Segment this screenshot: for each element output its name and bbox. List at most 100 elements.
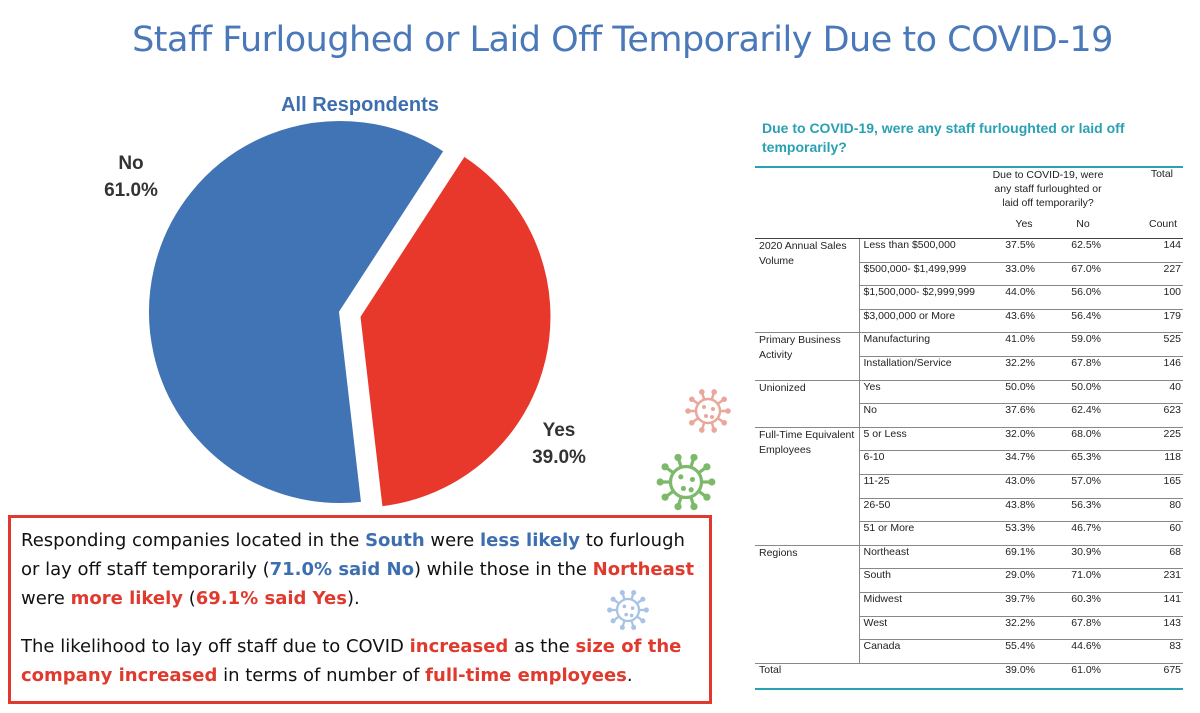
row-label: 5 or Less: [858, 426, 981, 452]
callout-text: The likelihood to lay off staff due to C…: [21, 636, 410, 657]
table-row: Installation/Service 32.2% 67.8% 146: [755, 356, 1184, 381]
table-row: Primary Business Activity Manufacturing 41…: [755, 332, 1184, 381]
highlight-text: 71.0% said No: [269, 559, 414, 580]
cell-no-pct: 56.3%: [1051, 498, 1116, 523]
cell-no-pct: 67.8%: [1051, 616, 1116, 641]
group-label: Full-Time Equivalent Employees: [755, 426, 859, 546]
cell-count: 525: [1115, 332, 1184, 357]
cell-yes-pct: 44.0%: [981, 285, 1051, 310]
row-label: Installation/Service: [858, 356, 981, 381]
table-row: $500,000- $1,499,999 33.0% 67.0% 227: [755, 262, 1184, 287]
cell-no-pct: 59.0%: [1051, 332, 1116, 357]
row-label: 11-25: [858, 474, 981, 499]
table-row: Midwest 39.7% 60.3% 141: [755, 592, 1184, 617]
callout-text: as the: [508, 636, 576, 657]
table-question: Due to COVID-19, were any staff furlough…: [762, 120, 1125, 155]
group-label: Regions: [755, 544, 859, 664]
table-row: 51 or More 53.3% 46.7% 60: [755, 521, 1184, 546]
group-label: 2020 Annual Sales Volume: [759, 240, 847, 267]
row-label: No: [858, 403, 981, 428]
findings-paragraph-region: Responding companies located in the Sout…: [21, 526, 699, 613]
row-label: 6-10: [858, 450, 981, 475]
pie-label-no-value: 61.0%: [104, 180, 158, 201]
cell-count: 143: [1115, 616, 1184, 641]
total-no-pct: 61.0%: [1051, 662, 1116, 690]
pie-label-yes-value: 39.0%: [532, 447, 586, 468]
row-label: Less than $500,000: [858, 238, 981, 263]
row-label: Yes: [858, 379, 981, 405]
callout-text: (: [183, 588, 196, 609]
cell-no-pct: 71.0%: [1051, 568, 1116, 593]
highlight-text: Northeast: [592, 559, 695, 580]
cell-yes-pct: 43.8%: [981, 498, 1051, 523]
pie-slice-no: [147, 119, 446, 505]
cell-yes-pct: 41.0%: [981, 332, 1051, 357]
cell-yes-pct: 39.7%: [981, 592, 1051, 617]
row-label: $3,000,000 or More: [858, 309, 981, 334]
cell-no-pct: 62.5%: [1051, 238, 1116, 263]
cell-count: 144: [1115, 238, 1184, 263]
header-question: Due to COVID-19, were any staff furlough…: [992, 169, 1104, 209]
cell-no-pct: 57.0%: [1051, 474, 1116, 499]
cell-no-pct: 56.4%: [1051, 309, 1116, 334]
cell-yes-pct: 37.5%: [981, 238, 1051, 263]
total-count: 675: [1115, 662, 1184, 690]
callout-text: to furlough or lay off staff temporarily…: [21, 530, 685, 580]
pie-chart-title: All Respondents: [281, 94, 439, 116]
virus-icon-blue: [607, 589, 649, 631]
callout-text: in terms of number of: [217, 665, 426, 686]
table-row: 11-25 43.0% 57.0% 165: [755, 474, 1184, 499]
highlight-text: South: [365, 530, 425, 551]
cell-no-pct: 30.9%: [1051, 544, 1116, 570]
cell-yes-pct: 32.0%: [981, 426, 1051, 452]
row-label: South: [858, 568, 981, 593]
cell-no-pct: 50.0%: [1051, 379, 1116, 405]
highlight-text: more likely: [70, 588, 184, 609]
callout-text: were: [424, 530, 480, 551]
cell-no-pct: 67.8%: [1051, 356, 1116, 381]
table-row: South 29.0% 71.0% 231: [755, 568, 1184, 593]
cell-yes-pct: 50.0%: [981, 379, 1051, 405]
table-row: 2020 Annual Sales Volume Less than $500,0…: [755, 238, 1184, 267]
table-row: 26-50 43.8% 56.3% 80: [755, 498, 1184, 523]
cell-yes-pct: 34.7%: [981, 450, 1051, 475]
cell-yes-pct: 33.0%: [981, 262, 1051, 287]
header-no: No: [1051, 218, 1116, 239]
row-label: Midwest: [858, 592, 981, 617]
pie-label-no-name: No: [118, 153, 144, 174]
row-label: Canada: [858, 639, 981, 664]
table-row: Regions Northeast 69.1% 30.9% 68: [755, 544, 1184, 664]
cell-count: 227: [1115, 262, 1184, 287]
row-label: Manufacturing: [858, 332, 981, 357]
findings-paragraph-size: The likelihood to lay off staff due to C…: [21, 632, 699, 690]
callout-text: .: [626, 665, 633, 686]
findings-callout: Responding companies located in the Sout…: [8, 515, 712, 704]
cell-count: 165: [1115, 474, 1184, 499]
table-row: West 32.2% 67.8% 143: [755, 616, 1184, 641]
table-row: $3,000,000 or More 43.6% 56.4% 179: [755, 309, 1184, 334]
header-total: Total: [1150, 168, 1174, 180]
cell-count: 231: [1115, 568, 1184, 593]
row-label: West: [858, 616, 981, 641]
cell-no-pct: 67.0%: [1051, 262, 1116, 287]
row-label: $1,500,000- $2,999,999: [858, 285, 981, 310]
table-row: No 37.6% 62.4% 623: [755, 403, 1184, 428]
cell-yes-pct: 37.6%: [981, 403, 1051, 428]
cell-count: 118: [1115, 450, 1184, 475]
group-label: Unionized: [755, 379, 859, 428]
pie-label-yes: Yes 39.0%: [520, 417, 598, 471]
cell-no-pct: 65.3%: [1051, 450, 1116, 475]
header-count: Count: [1115, 218, 1184, 239]
pie-label-no: No 61.0%: [92, 150, 170, 204]
cell-count: 80: [1115, 498, 1184, 523]
cell-yes-pct: 29.0%: [981, 568, 1051, 593]
highlight-text: less likely: [479, 530, 580, 551]
cell-yes-pct: 32.2%: [981, 356, 1051, 381]
cell-no-pct: 68.0%: [1051, 426, 1116, 452]
cell-count: 40: [1115, 379, 1184, 405]
cell-no-pct: 62.4%: [1051, 403, 1116, 428]
table-row: 6-10 34.7% 65.3% 118: [755, 450, 1184, 475]
cell-count: 141: [1115, 592, 1184, 617]
highlight-text: full-time employees: [425, 665, 627, 686]
cell-yes-pct: 43.6%: [981, 309, 1051, 334]
